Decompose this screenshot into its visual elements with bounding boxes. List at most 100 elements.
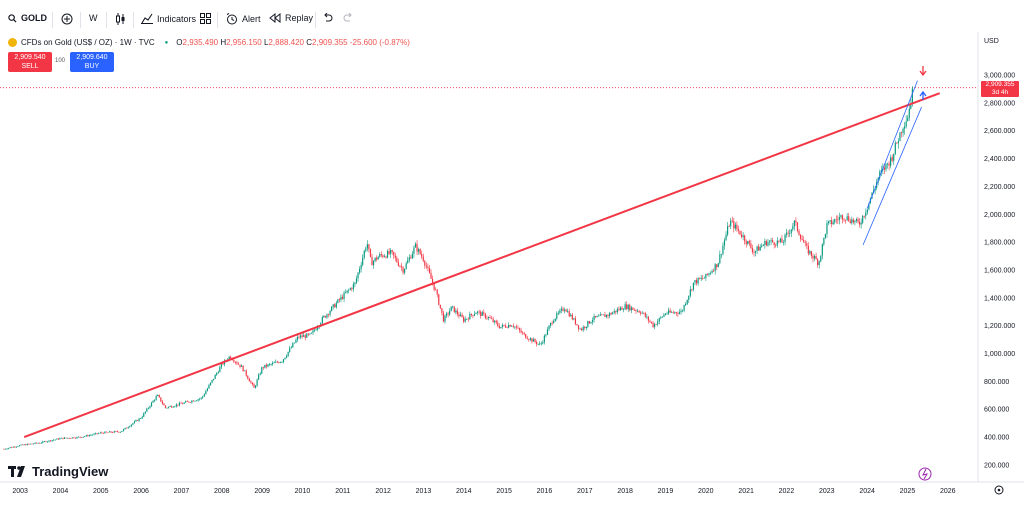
- candle-body: [695, 280, 698, 284]
- legend-title[interactable]: CFDs on Gold (US$ / OZ) · 1W · TVC: [21, 38, 155, 47]
- interval-button[interactable]: W: [89, 13, 98, 23]
- candle-body: [579, 328, 581, 330]
- candle-body: [705, 273, 707, 278]
- candle-body: [671, 312, 673, 313]
- candle-body: [81, 437, 83, 438]
- candle-body: [762, 244, 764, 246]
- candle-body: [518, 328, 521, 331]
- candle-body: [798, 230, 800, 235]
- candle-body: [23, 444, 25, 446]
- lightning-icon[interactable]: [918, 467, 932, 481]
- candle-body: [543, 335, 545, 343]
- channel-upper-line[interactable]: [866, 80, 918, 209]
- alert-button[interactable]: Alert: [226, 13, 261, 25]
- candle-body: [174, 406, 176, 408]
- candle-body: [183, 402, 185, 404]
- market-status-icon[interactable]: ●: [164, 39, 169, 46]
- candle-body: [18, 445, 21, 447]
- candle-body: [517, 327, 519, 329]
- candle-body: [253, 384, 255, 388]
- candle-body: [452, 306, 454, 308]
- candle-body: [610, 313, 612, 315]
- candle-body: [408, 257, 410, 261]
- indicators-button[interactable]: Indicators: [141, 13, 196, 24]
- candle-body: [512, 325, 514, 327]
- symbol-search[interactable]: GOLD: [8, 13, 47, 23]
- candle-body: [756, 246, 758, 251]
- candle-body: [896, 142, 898, 144]
- candle-body: [360, 264, 362, 269]
- replay-label: Replay: [285, 13, 314, 23]
- time-tick-label: 2016: [537, 488, 553, 495]
- candle-body: [565, 309, 567, 312]
- price-axis[interactable]: 200.000 400.000 600.000 800.000 1,000.000 1,2…: [984, 73, 1015, 470]
- candle-body: [12, 446, 14, 448]
- candle-body: [509, 324, 511, 327]
- candle-body: [573, 318, 575, 320]
- redo-button[interactable]: [343, 13, 354, 22]
- candle-body: [581, 328, 583, 331]
- candle-body: [404, 268, 406, 273]
- candle-body: [622, 309, 625, 311]
- sell-label: SELL: [21, 63, 39, 70]
- undo-button[interactable]: [322, 13, 333, 22]
- long-term-trendline[interactable]: [23, 92, 941, 438]
- channel-lower-line[interactable]: [862, 106, 922, 246]
- candle-body: [334, 304, 336, 308]
- candle-body: [447, 313, 449, 315]
- price-tick-label: 1,600.000: [984, 267, 1015, 274]
- candle-body: [15, 446, 18, 448]
- candle-body: [526, 338, 528, 340]
- candle-body: [425, 265, 427, 267]
- candle-body: [290, 347, 292, 349]
- currency-selector[interactable]: USD: [984, 38, 999, 45]
- compare-button[interactable]: [61, 13, 73, 25]
- candle-body: [467, 318, 469, 320]
- candle-body: [157, 394, 159, 397]
- candle-body: [567, 311, 569, 312]
- candle-body: [514, 326, 516, 328]
- candle-body: [740, 234, 743, 237]
- candle-body: [894, 142, 896, 154]
- legend-ohlc: O2,935.490 H2,956.150 L2,888.420 C2,909.…: [176, 38, 410, 47]
- candle-body: [900, 132, 903, 134]
- ohlc-high-label: H: [220, 38, 227, 47]
- candle-body: [841, 215, 844, 220]
- candle-body: [79, 436, 81, 438]
- sell-button[interactable]: 2,909.540 SELL: [8, 52, 52, 72]
- candle-body: [747, 241, 749, 245]
- candle-body: [301, 335, 303, 337]
- candle-body: [150, 402, 153, 407]
- candle-body: [189, 402, 191, 403]
- candle-body: [804, 242, 806, 244]
- chart-type-button[interactable]: [115, 13, 126, 25]
- price-tick-label: 800.000: [984, 379, 1009, 386]
- candle-body: [537, 343, 539, 345]
- candle-body: [632, 307, 634, 310]
- candle-body: [56, 438, 58, 440]
- candle-body: [685, 304, 687, 306]
- candle-body: [166, 407, 168, 409]
- candle-body: [242, 365, 244, 372]
- candle-body: [279, 362, 281, 363]
- time-axis[interactable]: 2003 2004 2005 2006 2007 2008 2009 2010 2011 2012…: [12, 488, 955, 495]
- candle-body: [837, 219, 839, 221]
- candle-body: [296, 336, 299, 340]
- candle-body: [419, 249, 421, 254]
- candle-body: [104, 431, 106, 434]
- replay-button[interactable]: Replay: [269, 13, 313, 23]
- candle-body: [332, 304, 334, 307]
- layout-button[interactable]: [200, 13, 211, 24]
- buy-button[interactable]: 2,909.640 BUY: [70, 52, 114, 72]
- tradingview-logo[interactable]: TradingView: [8, 464, 108, 479]
- candle-body: [323, 315, 325, 318]
- candle-body: [585, 326, 587, 328]
- candle-body: [848, 216, 850, 221]
- candle-body: [164, 405, 167, 408]
- candle-body: [118, 431, 120, 433]
- candle-body: [770, 240, 772, 242]
- candle-body: [177, 404, 179, 406]
- settings-icon[interactable]: [994, 485, 1004, 495]
- candle-body: [293, 342, 295, 344]
